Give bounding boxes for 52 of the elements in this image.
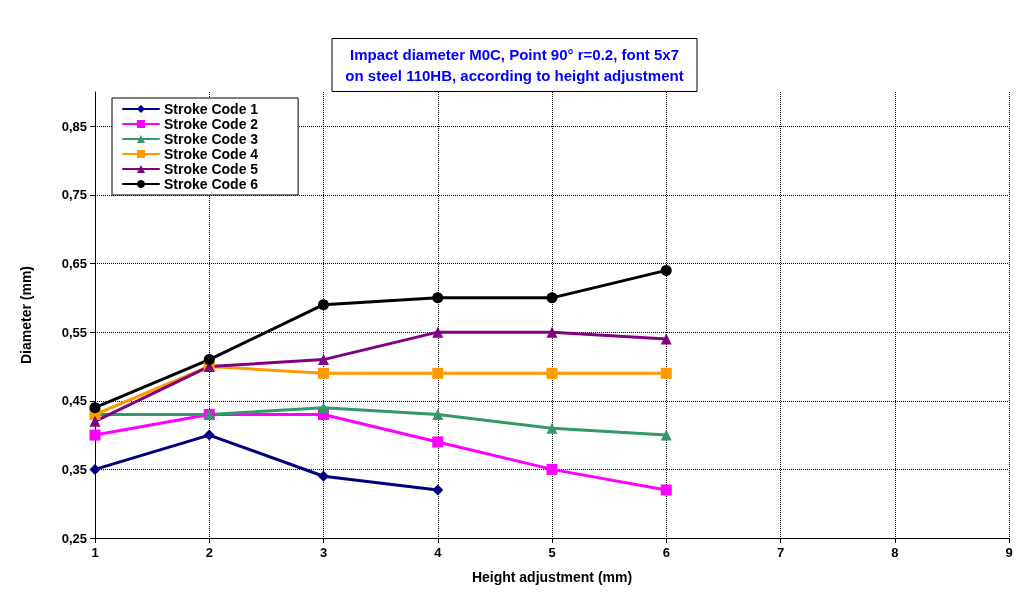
point [318, 470, 329, 482]
legend-label: Stroke Code 5 [164, 161, 259, 177]
y-tick-label: 0,65 [61, 256, 87, 272]
point [89, 429, 101, 441]
point [203, 354, 215, 366]
point [546, 422, 558, 434]
point [432, 436, 444, 448]
point [432, 292, 444, 304]
x-tick-label: 8 [891, 545, 899, 560]
chart-title: Impact diameter M0C, Point 90° r=0.2, font 5x7 on steel 110HB, according to height adjustment [345, 46, 684, 84]
y-tick-label: 0,25 [61, 530, 87, 546]
point [432, 408, 444, 420]
point [318, 354, 329, 366]
y-axis-title: Diameter (mm) [18, 265, 34, 365]
point [89, 402, 101, 414]
point [432, 326, 444, 338]
point [203, 429, 215, 441]
point [546, 292, 558, 304]
y-tick-label: 0,45 [61, 393, 87, 409]
y-tick-label: 0,75 [61, 187, 87, 203]
point [432, 367, 444, 379]
legend-label: Stroke Code 4 [164, 146, 259, 162]
legend-label: Stroke Code 1 [164, 101, 259, 117]
y-tick-label: 0,85 [61, 118, 87, 134]
point [660, 484, 672, 496]
point [89, 463, 101, 475]
x-axis-title: Height adjustment (mm) [471, 569, 633, 585]
y-tick-label: 0,55 [61, 324, 87, 340]
legend-label: Stroke Code 6 [164, 176, 259, 192]
point [660, 367, 672, 379]
x-tick-label: 7 [776, 545, 785, 560]
point [432, 484, 444, 496]
point [660, 429, 672, 441]
y-tick-label: 0,35 [61, 461, 87, 477]
point [660, 264, 672, 276]
point [89, 415, 101, 427]
point [546, 367, 558, 379]
point [318, 402, 329, 414]
x-tick-label: 9 [1005, 545, 1013, 560]
x-tick-label: 2 [205, 545, 213, 560]
legend-label: Stroke Code 3 [164, 131, 259, 147]
x-tick-label: 6 [662, 545, 670, 560]
point [318, 367, 329, 379]
legend-label: Stroke Code 2 [164, 116, 259, 132]
point [660, 333, 672, 345]
x-tick-label: 5 [548, 545, 556, 560]
point [546, 463, 558, 475]
point [546, 326, 558, 338]
point [318, 299, 329, 311]
x-tick-label: 1 [91, 545, 99, 560]
x-tick-label: 3 [319, 545, 328, 560]
x-tick-label: 4 [434, 545, 443, 560]
